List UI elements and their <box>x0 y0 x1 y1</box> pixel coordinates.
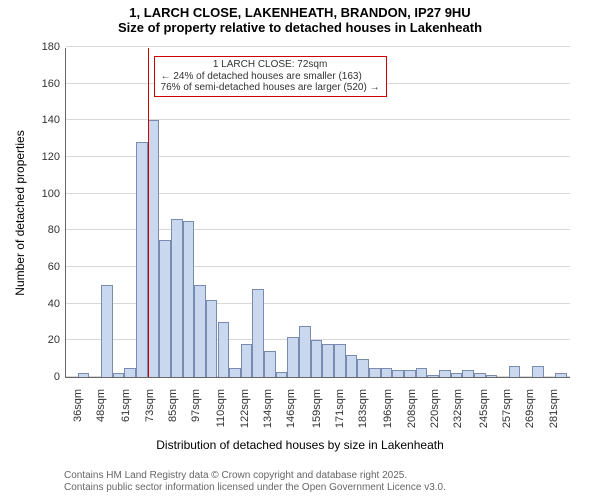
y-tick-label: 180 <box>42 41 66 53</box>
x-tick-label: 110sqm <box>215 389 227 427</box>
x-tick-label: 281sqm <box>548 389 560 428</box>
histogram-bar <box>322 344 334 377</box>
annotation-box: 1 LARCH CLOSE: 72sqm← 24% of detached ho… <box>154 56 387 97</box>
footer: Contains HM Land Registry data © Crown c… <box>64 470 446 494</box>
histogram-bar <box>252 289 264 377</box>
histogram-bar <box>532 366 544 377</box>
histogram-bar <box>392 370 404 377</box>
y-tick-label: 160 <box>42 78 66 90</box>
y-tick-label: 20 <box>48 334 66 346</box>
annotation-line: ← 24% of detached houses are smaller (16… <box>161 71 380 83</box>
histogram-bar <box>369 368 381 377</box>
footer-line-2: Contains public sector information licen… <box>64 482 446 494</box>
x-tick-label: 159sqm <box>311 389 323 428</box>
histogram-bar <box>334 344 346 377</box>
histogram-bar <box>124 368 136 377</box>
histogram-bar <box>555 373 567 377</box>
histogram-bar <box>194 285 206 377</box>
y-tick-label: 60 <box>48 261 66 273</box>
x-tick-label: 220sqm <box>429 389 441 428</box>
x-tick-label: 146sqm <box>285 389 297 428</box>
histogram-bar <box>241 344 253 377</box>
x-tick-label: 232sqm <box>452 389 464 428</box>
x-tick-label: 73sqm <box>144 389 156 422</box>
y-tick-label: 80 <box>48 224 66 236</box>
x-tick-label: 122sqm <box>239 389 251 428</box>
y-tick-label: 40 <box>48 298 66 310</box>
x-tick-label: 196sqm <box>382 389 394 428</box>
x-tick-label: 134sqm <box>262 389 274 428</box>
histogram-bar <box>311 340 323 377</box>
histogram-bar <box>218 322 230 377</box>
histogram-bar <box>78 373 90 377</box>
histogram-bar <box>404 370 416 377</box>
histogram-bar <box>416 368 428 377</box>
histogram-bar <box>346 355 358 377</box>
histogram-bar <box>113 373 125 377</box>
histogram-bar <box>299 326 311 377</box>
x-tick-label: 269sqm <box>524 389 536 428</box>
plot-area: 02040608010012014016018036sqm48sqm61sqm7… <box>65 48 570 378</box>
annotation-line: 1 LARCH CLOSE: 72sqm <box>161 59 380 71</box>
histogram-bar <box>509 366 521 377</box>
x-tick-label: 171sqm <box>334 389 346 428</box>
x-tick-label: 183sqm <box>357 389 369 428</box>
title-line-1: 1, LARCH CLOSE, LAKENHEATH, BRANDON, IP2… <box>0 6 600 21</box>
x-tick-label: 61sqm <box>120 389 132 422</box>
histogram-bar <box>451 373 463 377</box>
x-tick-label: 36sqm <box>72 389 84 422</box>
histogram-bar <box>183 221 195 377</box>
gridline <box>66 46 570 47</box>
x-tick-label: 257sqm <box>501 389 513 428</box>
x-tick-label: 85sqm <box>167 389 179 422</box>
x-tick-label: 245sqm <box>478 389 490 428</box>
y-tick-label: 120 <box>42 151 66 163</box>
property-marker-line <box>148 48 149 377</box>
y-tick-label: 0 <box>54 371 66 383</box>
x-tick-label: 48sqm <box>95 389 107 422</box>
histogram-bar <box>159 240 171 378</box>
histogram-bar <box>206 300 218 377</box>
histogram-bar <box>276 372 288 378</box>
x-axis-label: Distribution of detached houses by size … <box>156 438 444 452</box>
histogram-bar <box>136 142 148 377</box>
annotation-line: 76% of semi-detached houses are larger (… <box>161 82 380 94</box>
histogram-bar <box>381 368 393 377</box>
y-tick-label: 140 <box>42 114 66 126</box>
histogram-bar <box>462 370 474 377</box>
titles: 1, LARCH CLOSE, LAKENHEATH, BRANDON, IP2… <box>0 0 600 36</box>
histogram-bar <box>229 368 241 377</box>
footer-line-1: Contains HM Land Registry data © Crown c… <box>64 470 446 482</box>
histogram-bar <box>287 337 299 377</box>
x-tick-label: 208sqm <box>406 389 418 428</box>
histogram-bar <box>264 351 276 377</box>
x-tick-label: 97sqm <box>190 389 202 422</box>
histogram-bar <box>357 359 369 377</box>
y-tick-label: 100 <box>42 188 66 200</box>
histogram-bar <box>148 120 160 377</box>
histogram-bar <box>171 219 183 377</box>
histogram-bar <box>474 373 486 377</box>
histogram-bar <box>101 285 113 377</box>
histogram-bar <box>439 370 451 377</box>
y-axis-label: Number of detached properties <box>13 130 27 295</box>
histogram-bar <box>486 375 498 377</box>
gridline <box>66 119 570 120</box>
histogram-bar <box>427 375 439 377</box>
chart-container: 1, LARCH CLOSE, LAKENHEATH, BRANDON, IP2… <box>0 0 600 500</box>
title-line-2: Size of property relative to detached ho… <box>0 21 600 36</box>
